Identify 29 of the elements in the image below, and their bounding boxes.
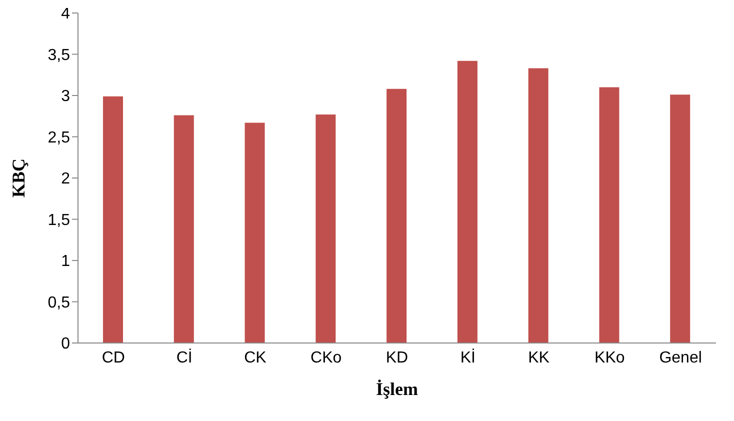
x-tick-label: Genel [659,349,702,366]
bar [316,114,336,343]
y-tick-label: 2 [61,170,70,188]
y-tick-label: 1,5 [48,212,70,229]
y-tick-label: 0,5 [48,294,70,312]
x-tick-label: KK [528,349,550,366]
x-axis-title: İşlem [376,379,418,399]
bar [670,94,690,343]
x-tick-label: Cİ [176,348,192,366]
y-tick-label: 3 [61,88,70,106]
x-tick-label: CK [244,349,267,366]
bar [103,96,123,343]
x-tick-label: KKo [594,349,625,366]
bar [599,87,620,343]
x-tick-label: CKo [310,349,342,366]
bar [244,122,265,343]
y-tick-label: 0 [61,336,70,353]
x-tick-label: KD [386,349,408,366]
y-tick-label: 1 [61,253,70,270]
y-tick-label: 2,5 [48,129,70,146]
bar [386,88,407,343]
y-axis-title: KBÇ [8,158,28,198]
bar [528,68,548,343]
y-tick-label: 4 [61,6,70,23]
x-tick-label: CD [102,349,125,366]
y-tick-label: 3,5 [48,46,70,64]
bar [457,60,478,343]
bar [174,115,194,343]
x-tick-label: Kİ [460,348,476,366]
